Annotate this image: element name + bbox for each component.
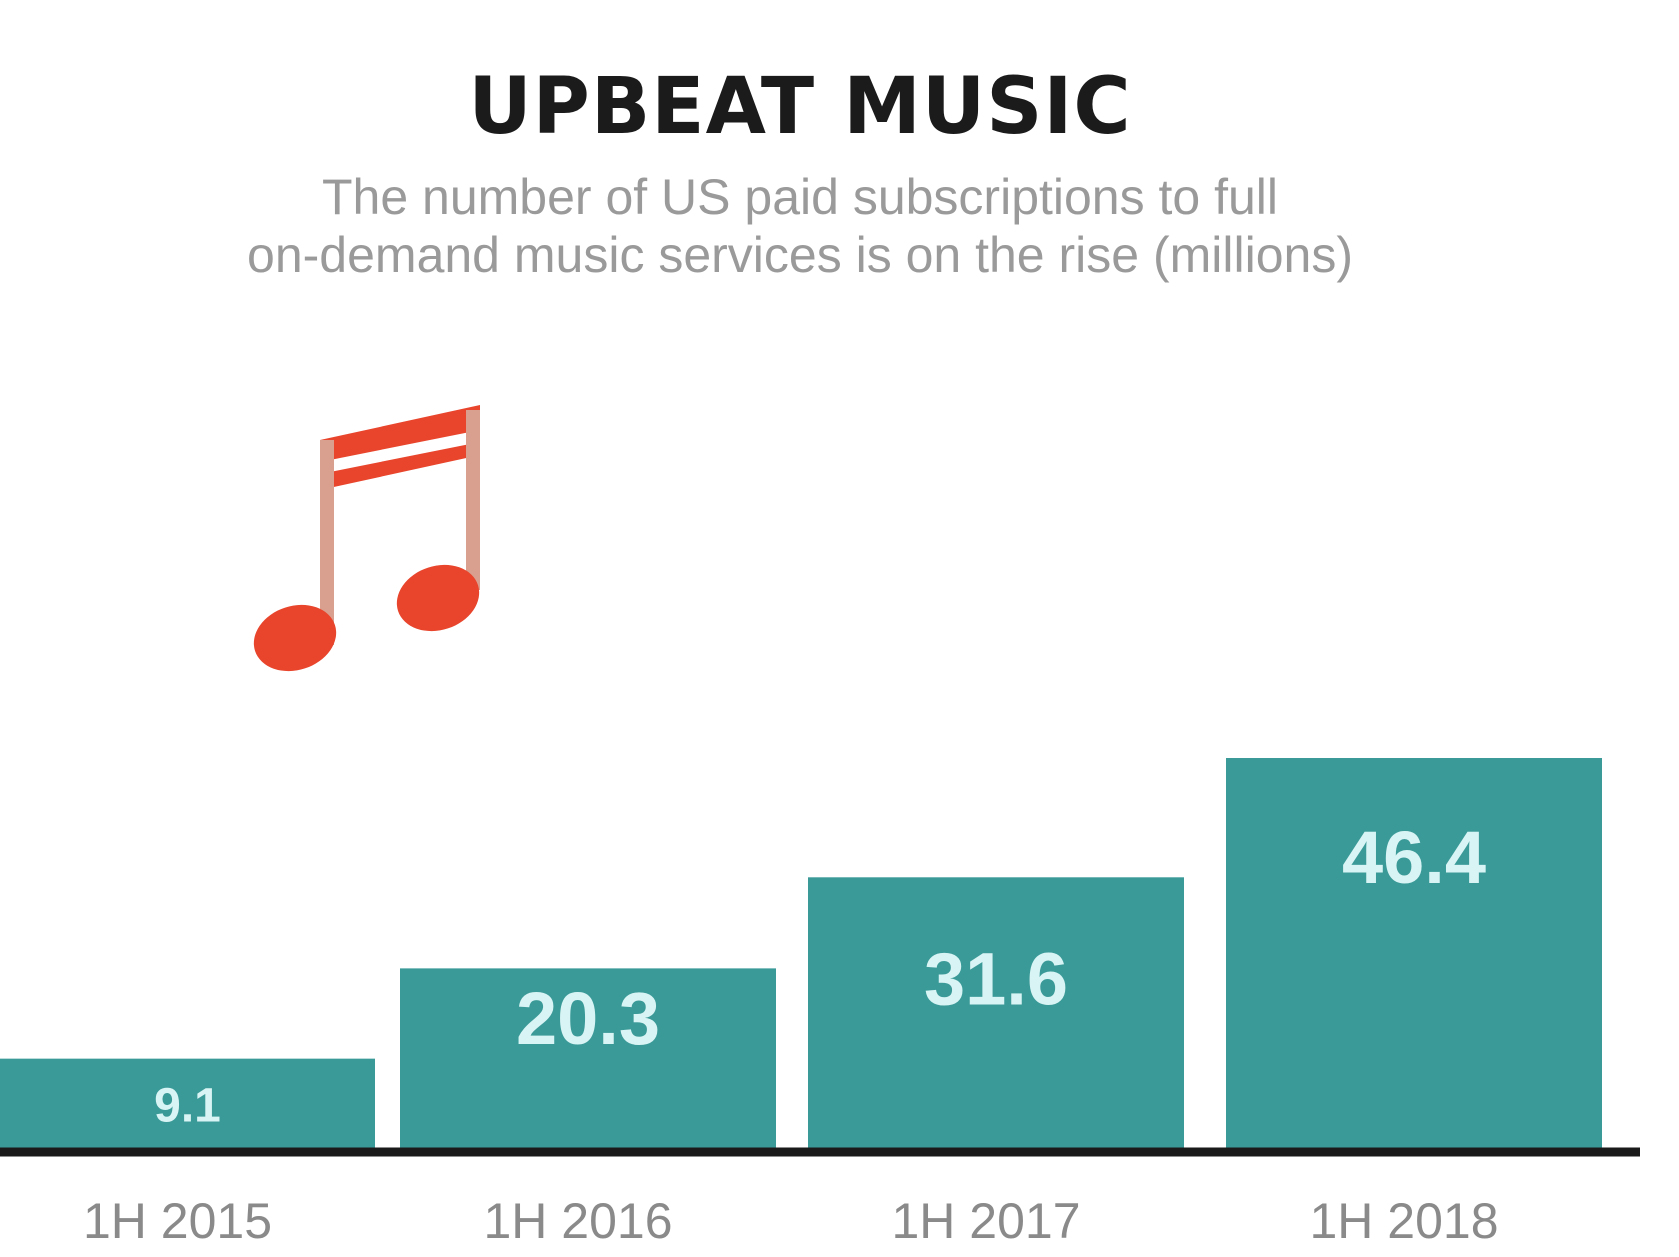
value-label-1h-2016: 20.3 [516, 977, 660, 1060]
music-note-icon [253, 405, 480, 672]
tick-label-1h-2016: 1H 2016 [483, 1193, 672, 1249]
value-label-1h-2015: 9.1 [154, 1079, 221, 1132]
bars-group [0, 758, 1602, 1148]
bar-1h-2017 [808, 877, 1184, 1148]
subtitle-line-2: on-demand music services is on the rise … [247, 227, 1353, 283]
chart-subtitle: The number of US paid subscriptions to f… [40, 168, 1560, 284]
x-tick-labels: 1H 2015 1H 2016 1H 2017 1H 2018 [83, 1193, 1499, 1249]
tick-label-1h-2018: 1H 2018 [1309, 1193, 1498, 1249]
tick-label-1h-2017: 1H 2017 [891, 1193, 1080, 1249]
value-label-1h-2017: 31.6 [924, 938, 1068, 1021]
tick-label-1h-2015: 1H 2015 [83, 1193, 272, 1249]
value-label-1h-2018: 46.4 [1342, 816, 1486, 899]
chart-title: UPBEAT MUSIC [468, 62, 1132, 152]
subtitle-line-1: The number of US paid subscriptions to f… [321, 169, 1279, 225]
bar-1h-2016 [400, 968, 776, 1148]
bar-1h-2018 [1226, 758, 1602, 1148]
bar-1h-2015 [0, 1058, 375, 1148]
bar-value-labels: 9.1 20.3 31.6 46.4 [154, 816, 1486, 1133]
